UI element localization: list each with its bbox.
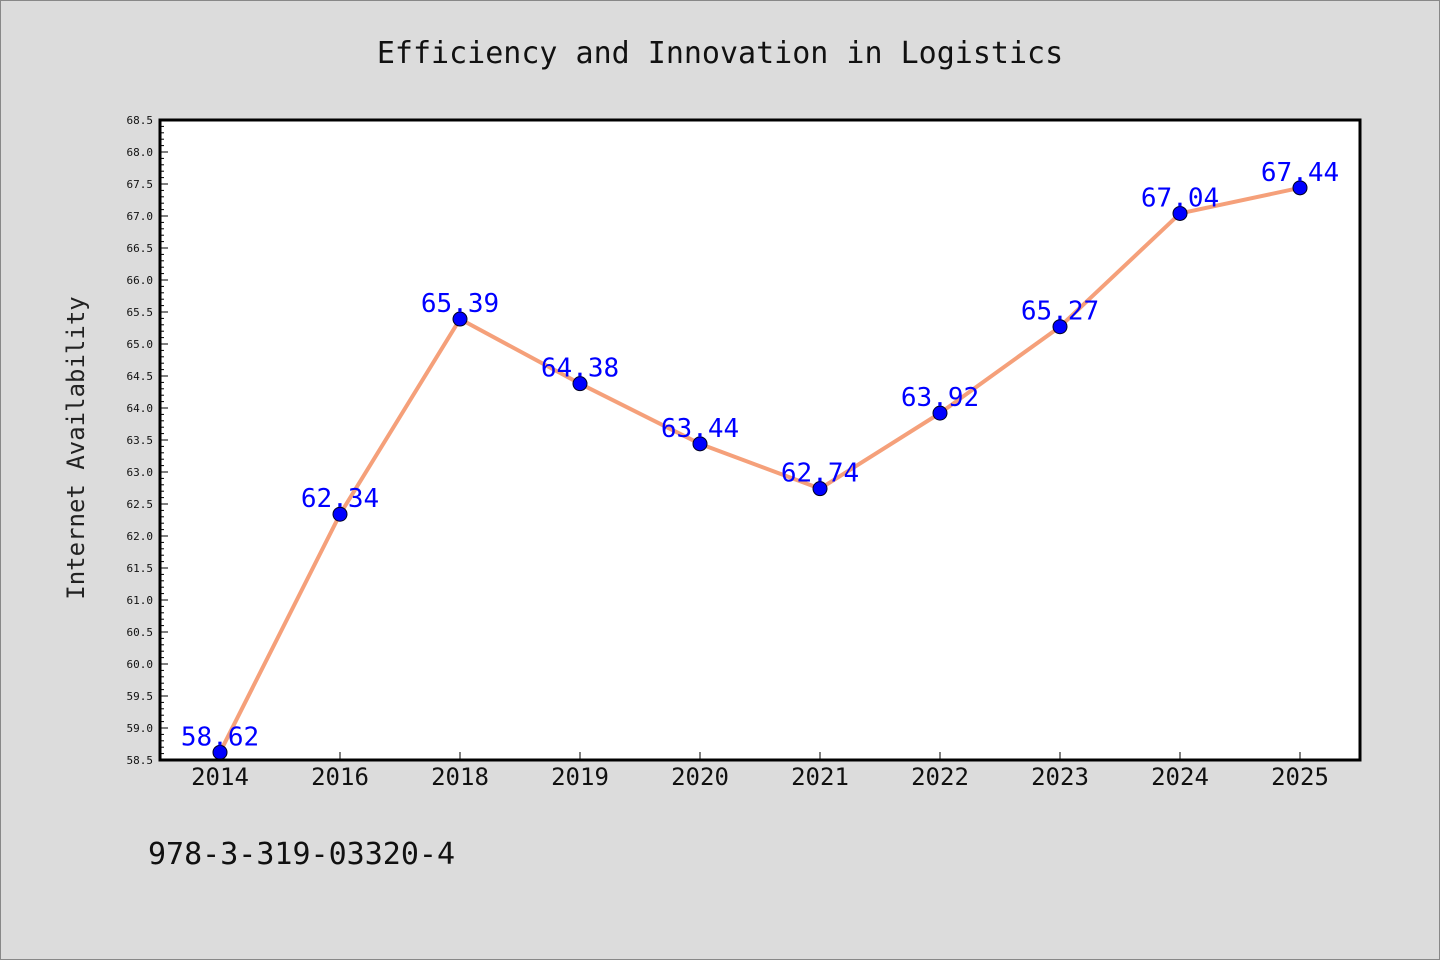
data-point [932, 405, 948, 421]
x-axis: 2014 2016 2018 2019 2020 2021 2022 2023 2024 2025 [191, 752, 1329, 791]
data-point [332, 506, 348, 522]
y-tick-label: 66.5 [127, 242, 154, 255]
y-tick-label: 63.5 [127, 434, 154, 447]
chart-title: Efficiency and Innovation in Logistics [377, 36, 1063, 71]
y-tick-label: 65.0 [127, 338, 154, 351]
data-label: 58.62 [181, 722, 259, 752]
y-tick-label: 68.0 [127, 146, 154, 159]
x-tick-label: 2023 [1031, 763, 1089, 791]
y-axis-label: Internet Availability [62, 296, 90, 599]
y-tick-label: 63.0 [127, 466, 154, 479]
x-tick-label: 2016 [311, 763, 369, 791]
data-point [1292, 180, 1308, 196]
data-label: 67.44 [1261, 158, 1339, 188]
y-tick-label: 66.0 [127, 274, 154, 287]
data-label: 65.27 [1021, 297, 1099, 327]
data-point [572, 376, 588, 392]
data-label: 67.04 [1141, 183, 1219, 213]
y-tick-label: 61.0 [127, 594, 154, 607]
series-line-group: 58.62 62.34 65.39 64.38 63.44 62.74 63.92 65.27… [181, 158, 1339, 760]
y-tick-label: 64.0 [127, 402, 154, 415]
y-tick-label: 59.0 [127, 722, 154, 735]
y-tick-label: 62.5 [127, 498, 154, 511]
y-tick-label: 60.0 [127, 658, 154, 671]
x-tick-label: 2020 [671, 763, 729, 791]
y-tick-label: 64.5 [127, 370, 154, 383]
data-label: 63.44 [661, 414, 739, 444]
series-line [218, 185, 1301, 754]
x-tick-label: 2025 [1271, 763, 1329, 791]
y-tick-label: 60.5 [127, 626, 154, 639]
y-tick-label: 58.5 [127, 754, 154, 767]
plot-area [160, 120, 1360, 760]
data-label: 63.92 [901, 383, 979, 413]
data-label: 64.38 [541, 354, 619, 384]
x-tick-label: 2018 [431, 763, 489, 791]
x-tick-label: 2021 [791, 763, 849, 791]
plot-frame [158, 118, 1362, 762]
data-point [812, 481, 828, 497]
data-label: 65.39 [421, 289, 499, 319]
y-tick-label: 62.0 [127, 530, 154, 543]
y-tick-label: 67.5 [127, 178, 154, 191]
y-tick-label: 67.0 [127, 210, 154, 223]
y-tick-label: 59.5 [127, 690, 154, 703]
footer-isbn: 978-3-319-03320-4 [148, 837, 455, 872]
x-tick-label: 2022 [911, 763, 969, 791]
data-point [452, 311, 468, 327]
y-tick-label: 68.5 [127, 114, 154, 127]
data-label: 62.74 [781, 459, 859, 489]
y-tick-label: 65.5 [127, 306, 154, 319]
x-tick-label: 2019 [551, 763, 609, 791]
x-tick-label: 2014 [191, 763, 249, 791]
y-tick-label: 61.5 [127, 562, 154, 575]
data-point [1172, 205, 1188, 221]
x-tick-label: 2024 [1151, 763, 1209, 791]
data-point [692, 436, 708, 452]
data-label: 62.34 [301, 484, 379, 514]
y-axis: 58.5 59.0 59.5 60.0 60.5 61.0 61.5 62.0 62.5 63.0… [127, 114, 168, 767]
data-point [1052, 319, 1068, 335]
